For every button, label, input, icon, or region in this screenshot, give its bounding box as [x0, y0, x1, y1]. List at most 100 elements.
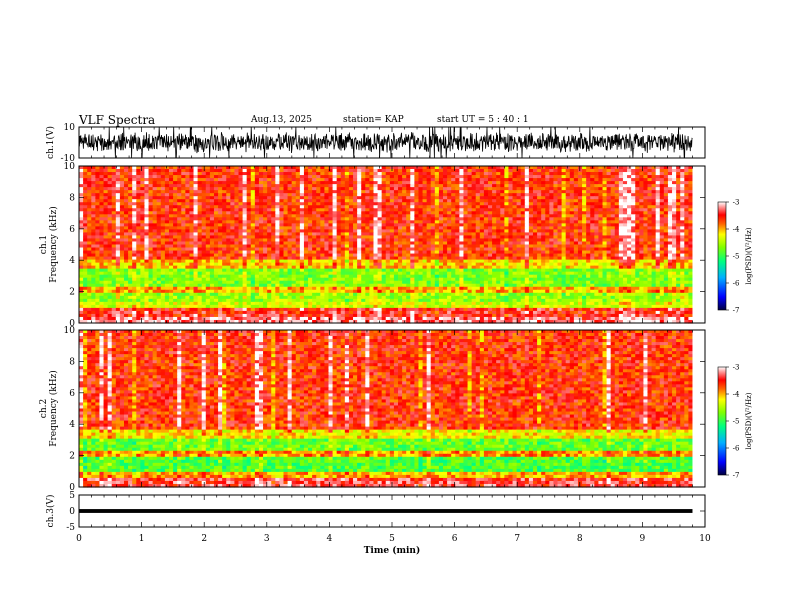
spectrogram-cell — [316, 232, 321, 237]
spectrogram-cell — [271, 250, 276, 255]
spectrogram-cell — [545, 196, 550, 200]
spectrogram-cell — [373, 166, 379, 170]
spectrogram-cell — [651, 178, 657, 182]
spectrogram-cell — [680, 223, 685, 227]
spectrogram-cell — [541, 232, 546, 237]
spectrogram-cell — [115, 262, 121, 267]
spectrogram-cell — [258, 181, 264, 185]
spectrogram-cell — [91, 199, 96, 203]
spectrogram-cell — [275, 193, 280, 197]
spectrogram-cell — [279, 232, 285, 237]
spectrogram-cell — [218, 259, 223, 264]
spectrogram-cell — [271, 214, 276, 218]
spectrogram-cell — [328, 217, 334, 221]
spectrogram-cell — [647, 172, 653, 176]
spectrogram-cell — [463, 217, 469, 221]
spectrogram-cell — [680, 187, 685, 191]
spectrogram-cell — [83, 250, 88, 255]
spectrogram-cell — [381, 226, 387, 230]
spectrogram-cell — [541, 190, 546, 194]
spectrogram-cell — [459, 220, 465, 224]
spectrogram-cell — [136, 202, 141, 206]
spectrogram-cell — [181, 226, 186, 230]
spectrogram-cell — [140, 235, 146, 240]
spectrogram-cell — [148, 211, 154, 215]
spectrogram-cell — [582, 199, 587, 203]
spectrogram-cell — [610, 211, 616, 215]
spectrogram-cell — [353, 223, 358, 227]
spectrogram-cell — [684, 259, 689, 264]
spectrogram-cell — [369, 262, 375, 267]
spectrogram-cell — [422, 232, 428, 237]
spectrogram-cell — [148, 172, 154, 176]
spectrogram-cell — [291, 199, 297, 203]
spectrogram-cell — [639, 241, 644, 246]
spectrogram-cell — [173, 244, 178, 249]
spectrogram-cell — [565, 217, 571, 221]
spectrogram-cell — [524, 202, 530, 206]
spectrogram-cell — [639, 247, 644, 252]
spectrogram-cell — [647, 256, 653, 261]
spectrogram-cell — [234, 205, 240, 209]
spectrogram-cell — [647, 235, 653, 240]
spectrogram-cell — [148, 232, 154, 237]
spectrogram-cell — [676, 220, 681, 224]
spectrogram-cell — [381, 169, 387, 173]
spectrogram-cell — [316, 196, 321, 200]
spectrogram-cell — [132, 181, 137, 185]
spectrogram-cell — [189, 241, 195, 246]
spectrogram-cell — [144, 184, 150, 188]
spectrogram-cell — [479, 220, 485, 224]
spectrogram-cell — [201, 187, 207, 191]
spectrogram-cell — [573, 196, 579, 200]
spectrogram-cell — [504, 226, 510, 230]
spectrogram-cell — [647, 244, 653, 249]
spectrogram-cell — [635, 181, 640, 185]
spectrogram-cell — [320, 223, 325, 227]
spectrogram-cell — [222, 232, 227, 237]
spectrogram-cell — [91, 172, 96, 176]
spectrogram-cell — [250, 241, 256, 246]
spectrogram-cell — [160, 241, 166, 246]
spectrogram-cell — [635, 184, 640, 188]
spectrogram-cell — [651, 238, 657, 243]
spectrogram-cell — [602, 229, 608, 234]
spectrogram-cell — [316, 241, 321, 246]
spectrogram-cell — [463, 253, 469, 258]
spectrogram-cell — [328, 181, 334, 185]
spectrogram-cell — [123, 196, 129, 200]
spectrogram-cell — [83, 247, 88, 252]
spectrogram-cell — [496, 241, 501, 246]
spectrogram-cell — [197, 241, 203, 246]
spectrogram-cell — [136, 199, 141, 203]
spectrogram-cell — [663, 190, 669, 194]
spectrogram-cell — [451, 247, 456, 252]
spectrogram-cell — [438, 226, 444, 230]
spectrogram-cell — [512, 181, 518, 185]
spectrogram-cell — [144, 199, 150, 203]
spectrogram-cell — [156, 202, 162, 206]
spectrogram-cell — [479, 256, 485, 261]
spectrogram-cell — [631, 229, 636, 234]
spectrogram-cell — [651, 244, 657, 249]
spectrogram-cell — [218, 172, 223, 176]
spectrogram-cell — [651, 223, 657, 227]
spectrogram-cell — [500, 226, 505, 230]
spectrogram-cell — [528, 193, 534, 197]
spectrogram-cell — [193, 190, 199, 194]
spectrogram-cell — [168, 241, 174, 246]
spectrogram-cell — [140, 208, 146, 212]
spectrogram-cell — [377, 223, 383, 227]
spectrogram-cell — [549, 220, 555, 224]
spectrogram-cell — [606, 190, 612, 194]
spectrogram-cell — [115, 175, 121, 179]
spectrogram-cell — [128, 226, 133, 230]
spectrogram-cell — [230, 256, 236, 261]
spectrogram-cell — [144, 265, 150, 270]
spectrogram-cell — [422, 202, 428, 206]
spectrogram-cell — [271, 253, 276, 258]
spectrogram-cell — [140, 238, 146, 243]
spectrogram-cell — [635, 241, 640, 246]
spectrogram-cell — [258, 199, 264, 203]
spectrogram-cell — [258, 247, 264, 252]
